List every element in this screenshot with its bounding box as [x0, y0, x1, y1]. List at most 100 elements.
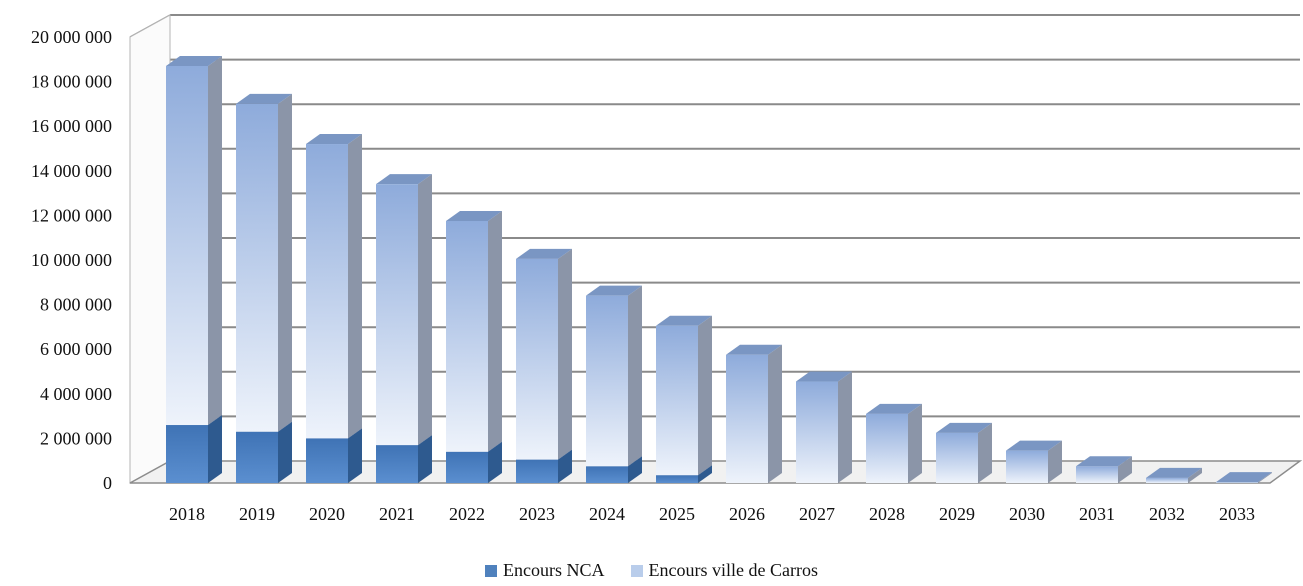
x-tick-label: 2025	[659, 504, 695, 524]
side-wall	[129, 14, 171, 484]
bar-top	[726, 344, 782, 355]
bar-side	[628, 285, 642, 467]
bar-top	[306, 134, 362, 145]
bar-front	[586, 466, 628, 483]
y-tick-label: 16 000 000	[31, 116, 112, 136]
x-tick-label: 2028	[869, 504, 905, 524]
bar-side	[1188, 467, 1202, 483]
legend: Encours NCA Encours ville de Carros	[0, 560, 1303, 581]
bar-side	[1048, 440, 1062, 483]
x-tick-label: 2021	[379, 504, 415, 524]
y-tick-label: 0	[103, 473, 112, 493]
legend-item-nca: Encours NCA	[485, 560, 605, 581]
bar-front	[866, 413, 908, 483]
bar-segment	[1146, 467, 1202, 483]
bar-segment	[796, 371, 852, 483]
bar-side	[768, 344, 782, 483]
bar-front	[726, 354, 768, 483]
y-tick-label: 14 000 000	[31, 161, 112, 181]
y-tick-label: 8 000 000	[40, 295, 112, 315]
x-tick-label: 2023	[519, 504, 555, 524]
bar-segment	[586, 285, 642, 467]
legend-label-carros: Encours ville de Carros	[648, 560, 818, 580]
x-tick-label: 2030	[1009, 504, 1045, 524]
bar-side	[978, 422, 992, 483]
bar-segment	[236, 421, 292, 483]
bar-side	[418, 435, 432, 483]
bar-front	[1146, 477, 1188, 483]
x-tick-label: 2027	[799, 504, 835, 524]
bar-front	[236, 103, 278, 432]
bar-front	[306, 438, 348, 483]
bar-top	[656, 315, 712, 326]
bar-side	[208, 415, 222, 483]
bar-side	[698, 315, 712, 476]
bar-front	[656, 325, 698, 476]
x-tick-label: 2029	[939, 504, 975, 524]
bar-front	[656, 475, 698, 483]
bar-side	[278, 93, 292, 432]
bar-segment	[866, 403, 922, 483]
y-tick-label: 20 000 000	[31, 27, 112, 47]
y-tick-label: 18 000 000	[31, 72, 112, 92]
x-tick-label: 2033	[1219, 504, 1255, 524]
x-tick-label: 2022	[449, 504, 485, 524]
bar-front	[1216, 482, 1258, 483]
bar-side	[698, 465, 712, 483]
bar-segment	[1006, 440, 1062, 483]
bar-top	[1146, 467, 1202, 478]
bar-side	[558, 449, 572, 483]
bar-front	[586, 295, 628, 467]
bar-side	[1118, 456, 1132, 483]
bar-front	[166, 425, 208, 483]
bar-top	[446, 210, 502, 221]
bar-segment	[236, 93, 292, 432]
bar-top	[586, 285, 642, 296]
bar-segment	[166, 55, 222, 426]
bar-front	[376, 184, 418, 446]
bar-segment	[166, 415, 222, 483]
bar-side	[488, 441, 502, 483]
bar-segment	[726, 344, 782, 483]
bar-front	[446, 451, 488, 483]
bar-front	[166, 65, 208, 426]
y-tick-label: 4 000 000	[40, 384, 112, 404]
bars	[166, 55, 1272, 483]
gridlines	[129, 14, 1300, 440]
bar-top	[516, 248, 572, 259]
x-tick-label: 2018	[169, 504, 205, 524]
x-tick-label: 2019	[239, 504, 275, 524]
bar-top	[936, 422, 992, 433]
bar-side	[558, 248, 572, 460]
bar-front	[936, 432, 978, 483]
bar-top	[796, 371, 852, 382]
bar-side	[908, 403, 922, 483]
bar-front	[376, 445, 418, 483]
bar-top	[866, 403, 922, 414]
bar-side	[838, 371, 852, 483]
bar-front	[1076, 466, 1118, 483]
y-tick-label: 12 000 000	[31, 205, 112, 225]
bar-top	[1006, 440, 1062, 451]
legend-swatch-nca	[485, 564, 498, 577]
bar-front	[516, 459, 558, 483]
bar-segment	[1076, 456, 1132, 483]
bar-side	[418, 174, 432, 446]
x-tick-label: 2026	[729, 504, 765, 524]
bar-side	[348, 134, 362, 439]
bar-front	[306, 144, 348, 439]
legend-item-carros: Encours ville de Carros	[630, 560, 818, 581]
tick-labels: 0 2 000 000 4 000 000 6 000 000 8 000 000 10 …	[31, 27, 1255, 524]
x-tick-label: 2020	[309, 504, 345, 524]
bar-front	[1006, 450, 1048, 483]
y-tick-label: 10 000 000	[31, 250, 112, 270]
x-tick-label: 2024	[589, 504, 625, 524]
bar-front	[796, 381, 838, 483]
bar-side	[1258, 472, 1272, 483]
bar-segment	[1216, 472, 1272, 483]
bar-top	[1076, 456, 1132, 467]
legend-label-nca: Encours NCA	[503, 560, 605, 580]
legend-swatch-carros	[630, 564, 643, 577]
bar-segment	[516, 248, 572, 460]
